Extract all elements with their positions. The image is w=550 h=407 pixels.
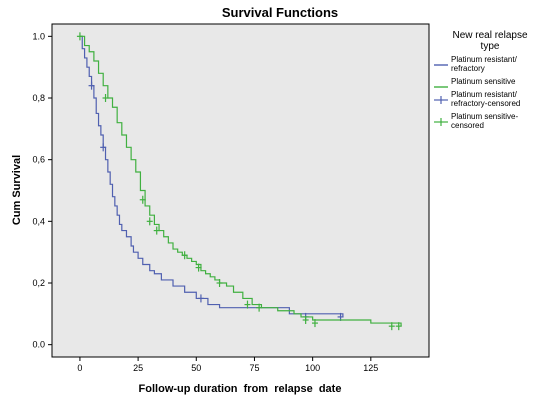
- y-tick-label: 0,4: [32, 216, 45, 226]
- censor-mark-1: [76, 32, 83, 41]
- censor-mark-1: [153, 226, 160, 235]
- y-tick-label: 1.0: [32, 31, 45, 41]
- legend-entry-0: Platinum resistant/refractory: [434, 55, 518, 73]
- y-tick: 0,6: [32, 155, 52, 165]
- censor-mark-1: [139, 195, 146, 204]
- x-tick-label: 125: [363, 363, 378, 373]
- axes: 0 25 50 75 100 125 0.0 0,2 0,4 0,6 0,8 1.0: [32, 31, 378, 373]
- censor-mark-0: [100, 143, 107, 152]
- censor-mark-1: [395, 322, 402, 331]
- x-tick-label: 50: [191, 363, 201, 373]
- series-line-1: [79, 35, 402, 327]
- censor-mark-1: [216, 279, 223, 287]
- legend-entry-2: Platinum resistant/refractory-censored: [434, 90, 520, 108]
- x-tick-label: 25: [133, 363, 143, 373]
- y-tick: 0.0: [32, 340, 52, 350]
- legend-entry-1: Platinum sensitive: [434, 77, 516, 88]
- censor-mark-1: [244, 300, 251, 309]
- y-tick: 0,8: [32, 93, 52, 103]
- censor-mark-1: [195, 263, 202, 272]
- y-tick-label: 0,8: [32, 93, 45, 103]
- y-tick: 0,2: [32, 278, 52, 288]
- plot-area: [51, 23, 430, 358]
- legend-label: Platinum sensitive: [451, 77, 516, 86]
- series-layer: [76, 32, 402, 331]
- censor-mark-1: [388, 322, 395, 331]
- y-tick-label: 0,6: [32, 155, 45, 165]
- x-tick: 100: [305, 357, 320, 373]
- y-tick: 0,4: [32, 216, 52, 226]
- y-tick: 1.0: [32, 31, 52, 41]
- x-tick: 0: [77, 357, 82, 373]
- y-axis-label: Cum Survival: [11, 155, 23, 225]
- legend: New real relapse type Platinum resistant/r…: [434, 30, 528, 130]
- censor-mark-0: [88, 81, 95, 90]
- censor-mark-1: [146, 217, 153, 226]
- y-tick-label: 0,2: [32, 278, 45, 288]
- x-tick-label: 0: [77, 363, 82, 373]
- censor-mark-1: [181, 251, 188, 260]
- censor-mark-1: [256, 303, 263, 312]
- x-axis-label: Follow-up duration from relapse date: [139, 383, 342, 395]
- legend-title: New real relapse type: [452, 30, 527, 52]
- x-tick-label: 75: [249, 363, 259, 373]
- censor-mark-0: [197, 294, 204, 303]
- censor-mark-1: [311, 319, 318, 328]
- x-tick-label: 100: [305, 363, 320, 373]
- legend-label: Platinum resistant/refractory: [451, 55, 518, 73]
- legend-label: Platinum resistant/refractory-censored: [451, 90, 520, 108]
- x-tick: 25: [133, 357, 143, 373]
- x-tick: 125: [363, 357, 378, 373]
- censor-mark-1: [102, 94, 109, 102]
- legend-entry-3: Platinum sensitive-censored: [434, 112, 518, 130]
- censor-mark-1: [302, 316, 309, 324]
- chart-title: Survival Functions: [222, 5, 338, 20]
- x-tick: 75: [249, 357, 259, 373]
- y-tick-label: 0.0: [32, 340, 45, 350]
- x-tick: 50: [191, 357, 201, 373]
- legend-label: Platinum sensitive-censored: [451, 112, 518, 130]
